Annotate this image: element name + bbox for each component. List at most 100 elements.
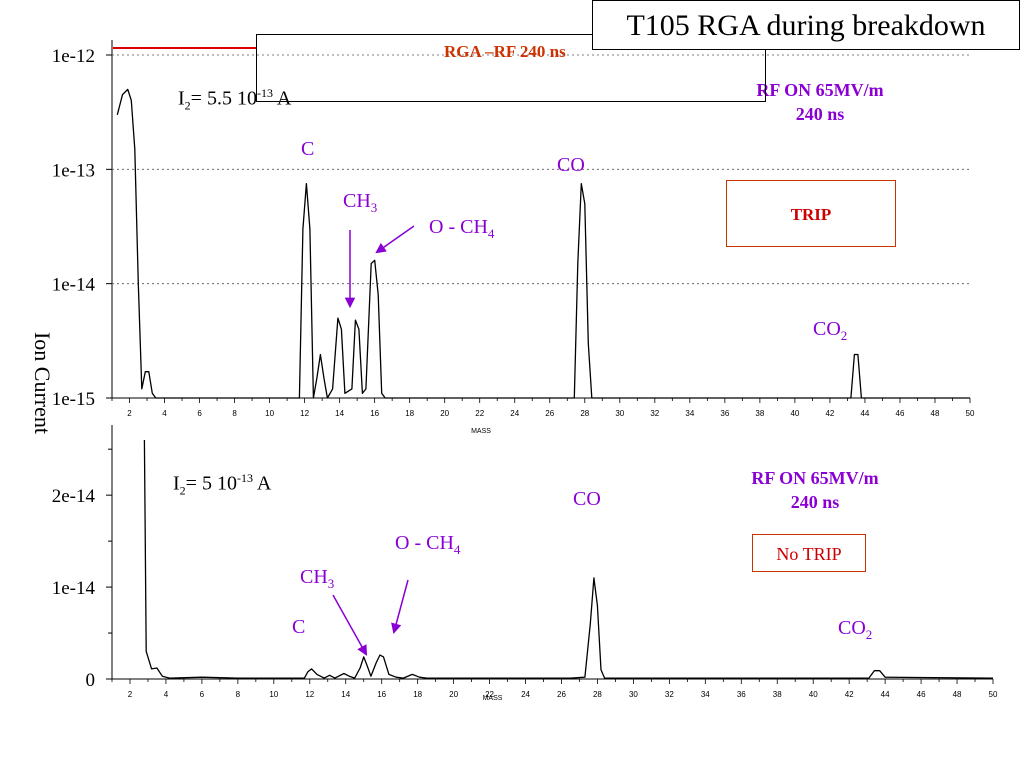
peak-sub: 2 xyxy=(865,627,873,642)
x-tick-label: 48 xyxy=(931,409,940,418)
y-tick-label: 0 xyxy=(86,670,96,691)
peak-text: C xyxy=(301,138,315,160)
x-axis-label: MASS xyxy=(483,695,503,702)
x-tick-label: 42 xyxy=(825,409,834,418)
peak-text: CO xyxy=(573,488,601,510)
x-tick-label: 28 xyxy=(593,690,602,699)
x-tick-label: 44 xyxy=(881,690,890,699)
status-badge-no-trip: No TRIP xyxy=(752,534,866,572)
x-tick-label: 12 xyxy=(300,409,309,418)
x-tick-label: 12 xyxy=(305,690,314,699)
peak-label-ch3: CH3 xyxy=(300,566,334,592)
current-symbol: I xyxy=(173,472,180,495)
x-tick-label: 26 xyxy=(557,690,566,699)
peak-text: CO xyxy=(813,318,841,340)
annotation-arrow xyxy=(391,579,409,635)
rga-header-box xyxy=(256,34,766,102)
x-tick-label: 20 xyxy=(440,409,449,418)
peak-sub: 3 xyxy=(327,576,335,591)
x-tick-label: 42 xyxy=(845,690,854,699)
x-tick-label: 8 xyxy=(236,690,241,699)
x-tick-label: 4 xyxy=(164,690,169,699)
annotation-arrow xyxy=(332,594,368,656)
y-tick-label: 1e-13 xyxy=(52,160,95,181)
x-tick-label: 46 xyxy=(917,690,926,699)
peak-label-o-ch4: O - CH4 xyxy=(395,532,460,558)
peak-label-ch3: CH3 xyxy=(343,190,377,216)
x-tick-label: 14 xyxy=(335,409,344,418)
slide-title: T105 RGA during breakdown xyxy=(592,0,1020,50)
y-tick-label: 2e-14 xyxy=(52,486,96,507)
x-tick-label: 30 xyxy=(615,409,624,418)
x-tick-label: 24 xyxy=(521,690,530,699)
x-tick-label: 18 xyxy=(405,409,414,418)
peak-sub: 2 xyxy=(840,328,848,343)
y-tick-label: 1e-14 xyxy=(52,275,96,296)
x-tick-label: 44 xyxy=(860,409,869,418)
current-exponent: -13 xyxy=(236,471,253,485)
x-tick-label: 6 xyxy=(197,409,202,418)
x-tick-label: 14 xyxy=(341,690,350,699)
peak-sub: 4 xyxy=(487,226,495,241)
x-tick-label: 32 xyxy=(665,690,674,699)
current-subscript: 2 xyxy=(184,98,191,113)
peak-sub: 3 xyxy=(370,200,378,215)
x-tick-label: 38 xyxy=(755,409,764,418)
x-tick-label: 32 xyxy=(650,409,659,418)
x-tick-label: 16 xyxy=(370,409,379,418)
spectrum-line xyxy=(143,439,994,679)
peak-label-co2: CO2 xyxy=(838,617,872,643)
x-tick-label: 40 xyxy=(809,690,818,699)
x-tick-label: 36 xyxy=(737,690,746,699)
x-tick-label: 4 xyxy=(162,409,167,418)
peak-text: CO xyxy=(838,617,866,639)
condition-gradient: RF ON 65MV/m xyxy=(751,468,879,488)
peak-text: CH xyxy=(300,566,328,588)
annotation-arrow xyxy=(375,225,415,254)
x-tick-label: 50 xyxy=(966,409,975,418)
x-tick-label: 2 xyxy=(127,409,132,418)
peak-text: CH xyxy=(343,190,371,212)
status-badge-trip: TRIP xyxy=(726,180,896,247)
condition-no-trip: RF ON 65MV/m 240 ns xyxy=(720,466,910,514)
x-tick-label: 10 xyxy=(265,409,274,418)
x-tick-label: 16 xyxy=(377,690,386,699)
x-tick-label: 20 xyxy=(449,690,458,699)
peak-label-co: CO xyxy=(557,154,585,177)
peak-label-co: CO xyxy=(573,488,601,511)
peak-text: CO xyxy=(557,154,585,176)
peak-text: C xyxy=(292,616,306,638)
x-tick-label: 10 xyxy=(269,690,278,699)
x-tick-label: 8 xyxy=(232,409,237,418)
peak-text: O - CH xyxy=(429,216,488,238)
x-tick-label: 36 xyxy=(720,409,729,418)
rga-header-label: RGA –RF 240 ns xyxy=(444,42,566,61)
condition-pulse: 240 ns xyxy=(790,492,840,512)
peak-label-o-ch4: O - CH4 xyxy=(429,216,494,242)
x-tick-label: 50 xyxy=(989,690,998,699)
y-tick-label: 1e-15 xyxy=(52,389,95,410)
current-value: = 5.5 10 xyxy=(190,87,257,110)
x-tick-label: 22 xyxy=(475,409,484,418)
current-readout-no-trip: I2= 5 10-13 A xyxy=(173,471,271,499)
current-value: = 5 10 xyxy=(185,472,237,495)
x-tick-label: 38 xyxy=(773,690,782,699)
peak-text: O - CH xyxy=(395,532,454,554)
x-tick-label: 28 xyxy=(580,409,589,418)
peak-label-c: C xyxy=(301,138,314,161)
x-tick-label: 40 xyxy=(790,409,799,418)
condition-trip: RF ON 65MV/m 240 ns xyxy=(720,78,920,126)
x-tick-label: 34 xyxy=(685,409,694,418)
peak-label-c: C xyxy=(292,616,305,639)
x-tick-label: 46 xyxy=(896,409,905,418)
current-unit: A xyxy=(252,472,272,495)
x-tick-label: 18 xyxy=(413,690,422,699)
condition-pulse: 240 ns xyxy=(795,104,845,124)
current-symbol: I xyxy=(178,87,185,110)
peak-sub: 4 xyxy=(453,542,461,557)
peak-label-co2: CO2 xyxy=(813,318,847,344)
current-readout-trip: I2= 5.5 10-13 A xyxy=(178,86,291,114)
x-tick-label: 24 xyxy=(510,409,519,418)
